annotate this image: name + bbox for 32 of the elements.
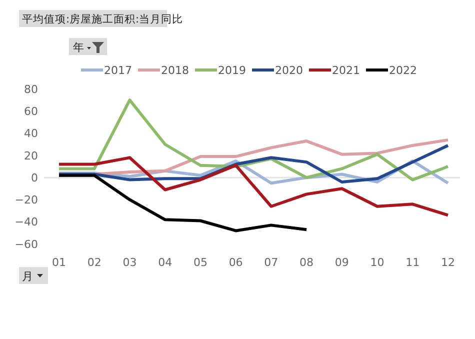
x-tick-label: 12 [441,256,455,269]
y-tick-label: 20 [24,149,38,162]
line-series [58,156,450,217]
legend-label: 2018 [161,64,189,77]
legend-label: 2019 [218,64,246,77]
y-tick-label: 60 [24,104,38,118]
x-tick-label: 05 [193,256,208,269]
chart-title: 平均值项:房屋施工面积:当月同比 [22,12,184,26]
y-tick-label: 40 [24,127,38,140]
text: 年 [73,41,84,54]
y-tick-label: −40 [14,216,38,229]
text: 月 [22,270,33,283]
y-tick-label: 0 [31,171,38,184]
line-series [58,174,308,232]
y-tick-label: −60 [14,238,38,251]
y-tick-label: 80 [24,82,38,96]
x-tick-label: 06 [228,256,243,269]
legend-label: 2017 [104,64,132,77]
x-tick-label: 04 [158,256,172,269]
x-tick-label: 09 [334,256,349,269]
x-tick-label: 01 [52,256,66,269]
x-tick-label: 03 [122,256,137,269]
x-tick-label: 02 [87,256,102,269]
legend-label: 2022 [389,64,417,77]
x-tick-label: 11 [406,256,420,269]
x-tick-label: 08 [300,256,314,269]
line-series [58,98,450,182]
y-tick-label: −20 [14,194,38,207]
x-tick-label: 07 [264,256,278,269]
legend-label: 2020 [275,64,303,77]
x-tick-label: 10 [370,256,384,269]
legend-label: 2021 [332,64,360,77]
